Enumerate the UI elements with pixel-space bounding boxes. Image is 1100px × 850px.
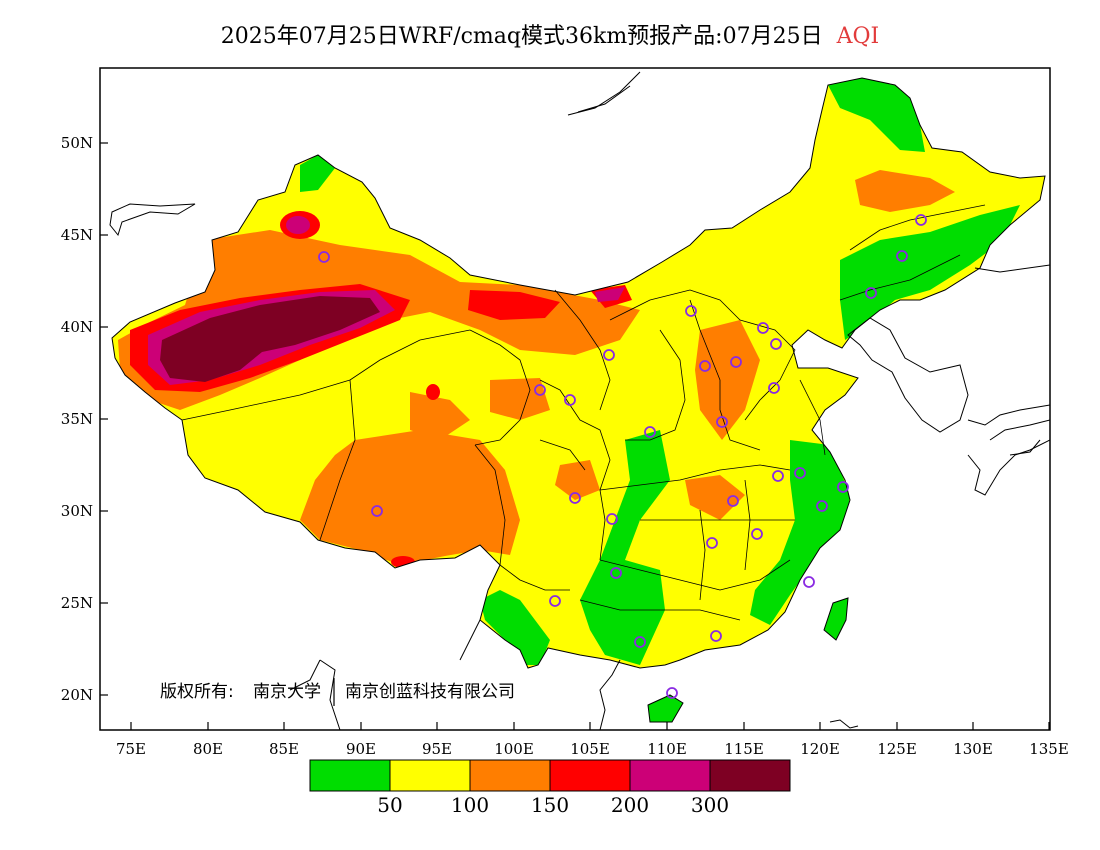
- map-title: 2025年07月25日WRF/cmaq模式36km预报产品:07月25日 AQI: [0, 18, 1100, 50]
- lat-tick-label: 25N: [61, 594, 93, 612]
- lon-tick-label: 115E: [724, 740, 764, 758]
- legend-label: 150: [531, 793, 569, 817]
- copyright-org1: 南京大学: [253, 682, 321, 702]
- city-marker: [716, 416, 728, 428]
- city-marker: [727, 495, 739, 507]
- lat-tick-label: 35N: [61, 410, 93, 428]
- city-marker: [685, 305, 697, 317]
- legend-swatch: [549, 759, 631, 792]
- lon-axis: 75E 80E 85E 90E 95E 100E 105E 110E 115E …: [116, 740, 1069, 758]
- lon-tick-label: 75E: [116, 740, 146, 758]
- city-marker: [606, 513, 618, 525]
- city-marker: [371, 505, 383, 517]
- aqi-legend: [309, 759, 791, 792]
- title-text: 2025年07月25日WRF/cmaq模式36km预报产品:07月25日: [220, 24, 823, 49]
- lon-tick-label: 90E: [346, 740, 376, 758]
- lat-tick-marks: [100, 142, 108, 696]
- city-marker: [896, 250, 908, 262]
- copyright-prefix: 版权所有:: [160, 682, 234, 702]
- legend-label: 100: [451, 793, 489, 817]
- city-marker: [803, 576, 815, 588]
- lat-tick-label: 40N: [61, 318, 93, 336]
- lon-tick-label: 100E: [494, 740, 534, 758]
- city-marker: [564, 394, 576, 406]
- legend-swatch: [709, 759, 791, 792]
- legend-label: 200: [611, 793, 649, 817]
- lat-axis: 50N 45N 40N 35N 30N 25N 20N: [61, 134, 93, 704]
- lon-tick-marks: [130, 722, 1050, 730]
- lon-tick-label: 85E: [269, 740, 299, 758]
- legend-label: 300: [691, 793, 729, 817]
- city-marker: [634, 636, 646, 648]
- map-frame: [99, 67, 1051, 731]
- product-label: AQI: [836, 24, 880, 49]
- city-marker: [794, 467, 806, 479]
- city-marker: [915, 214, 927, 226]
- city-marker: [865, 287, 877, 299]
- lon-tick-label: 95E: [422, 740, 452, 758]
- lon-tick-label: 135E: [1029, 740, 1069, 758]
- city-markers: [318, 214, 927, 699]
- city-marker: [772, 470, 784, 482]
- neighbour-coastlines: [109, 71, 1050, 730]
- city-marker: [770, 338, 782, 350]
- city-marker: [318, 251, 330, 263]
- copyright-block: 版权所有: 南京大学 南京创蓝科技有限公司: [160, 678, 515, 706]
- city-marker: [706, 537, 718, 549]
- city-marker: [549, 595, 561, 607]
- lon-tick-label: 125E: [877, 740, 917, 758]
- city-marker: [757, 322, 769, 334]
- lon-tick-label: 130E: [953, 740, 993, 758]
- city-marker: [837, 481, 849, 493]
- lat-tick-label: 30N: [61, 502, 93, 520]
- city-marker: [768, 382, 780, 394]
- lat-tick-label: 45N: [61, 226, 93, 244]
- lon-tick-label: 110E: [647, 740, 687, 758]
- legend-label: 50: [377, 793, 402, 817]
- city-marker: [751, 528, 763, 540]
- legend-swatch: [389, 759, 471, 792]
- city-marker: [644, 426, 656, 438]
- hainan-island: [647, 694, 684, 723]
- lon-tick-label: 120E: [800, 740, 840, 758]
- legend-swatch: [309, 759, 391, 792]
- city-marker: [699, 360, 711, 372]
- city-marker: [730, 356, 742, 368]
- lat-tick-label: 50N: [61, 134, 93, 152]
- city-marker: [710, 630, 722, 642]
- city-marker: [816, 500, 828, 512]
- city-marker: [666, 687, 678, 699]
- legend-swatch: [469, 759, 551, 792]
- lon-tick-label: 105E: [570, 740, 610, 758]
- aqi-legend-labels: 50 100 150 200 300: [377, 793, 729, 817]
- city-marker: [603, 349, 615, 361]
- province-boundaries: [181, 204, 986, 621]
- lat-tick-label: 20N: [61, 686, 93, 704]
- aqi-maroon-zones: [160, 296, 380, 382]
- copyright-org2: 南京创蓝科技有限公司: [345, 682, 515, 702]
- taiwan-island: [823, 597, 849, 641]
- city-marker: [610, 567, 622, 579]
- city-marker: [569, 492, 581, 504]
- city-marker: [534, 384, 546, 396]
- legend-swatch: [629, 759, 711, 792]
- lon-tick-label: 80E: [193, 740, 223, 758]
- aqi-green-zones: [300, 78, 1020, 665]
